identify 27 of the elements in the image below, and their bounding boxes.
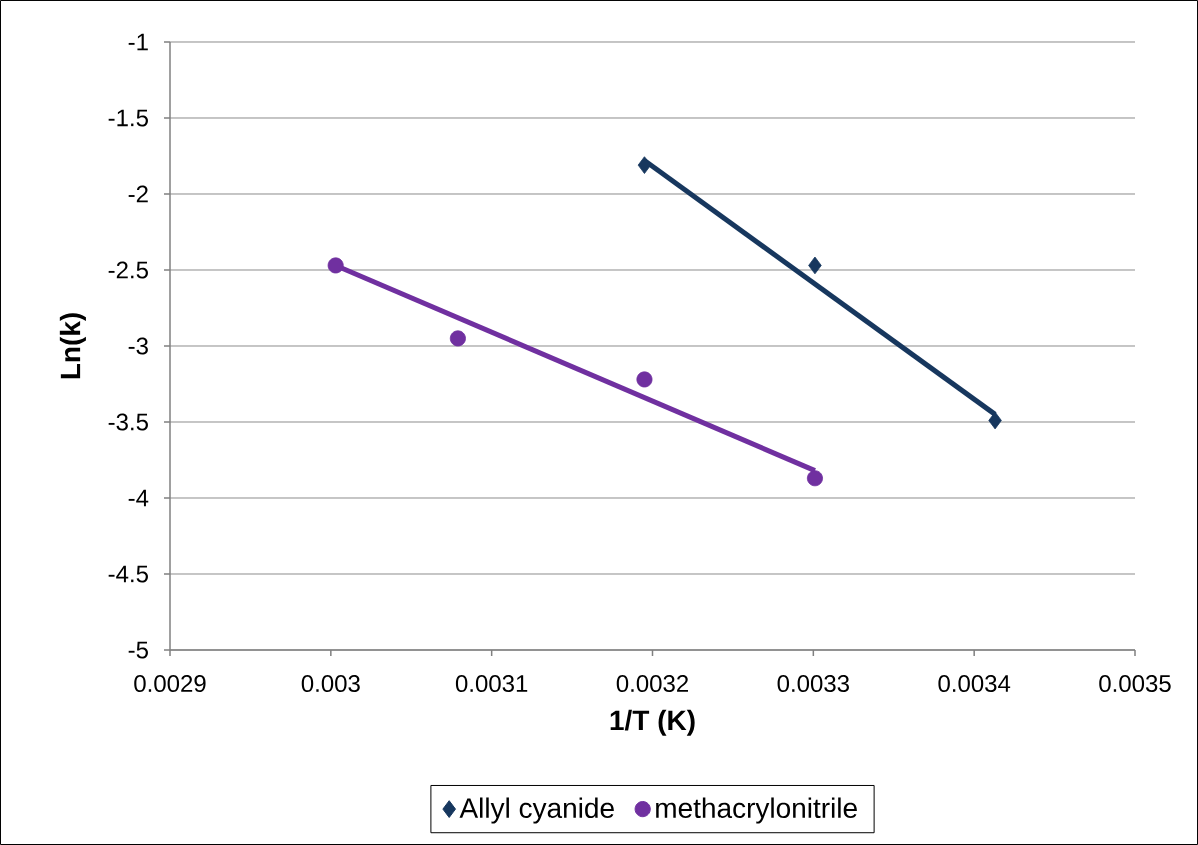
x-tick-label: 0.0031	[455, 675, 528, 693]
y-tick-label: -1	[128, 33, 148, 51]
x-axis-title: 1/T (K)	[610, 709, 695, 736]
x-tick-label: 0.0032	[616, 675, 688, 693]
x-tick-label: 0.0034	[938, 675, 1011, 693]
y-axis-title: Ln(k)	[59, 313, 86, 379]
y-tick-label: -4.5	[108, 565, 148, 583]
y-tick-label: -3	[128, 337, 148, 355]
y-tick-label: -2.5	[108, 261, 148, 279]
legend-label: methacrylonitrile	[656, 797, 857, 824]
x-tick-label: 0.0033	[777, 675, 849, 693]
point	[636, 371, 653, 388]
point	[806, 470, 823, 487]
x-tick-label: 0.0029	[134, 675, 206, 693]
point	[637, 156, 652, 174]
y-tick-label: -4	[128, 489, 149, 507]
legend-label: Allyl cyanide	[459, 797, 614, 824]
point	[449, 330, 466, 347]
y-tick-label: -2	[128, 185, 148, 203]
y-tick-label: -5	[128, 641, 148, 659]
point	[327, 257, 344, 274]
x-tick-label: 0.003	[301, 675, 360, 693]
y-tick-label: -3.5	[108, 413, 148, 431]
point	[988, 411, 1002, 430]
y-tick-label: -1.5	[108, 109, 148, 127]
x-tick-label: 0.0035	[1099, 675, 1171, 693]
point	[808, 256, 822, 275]
